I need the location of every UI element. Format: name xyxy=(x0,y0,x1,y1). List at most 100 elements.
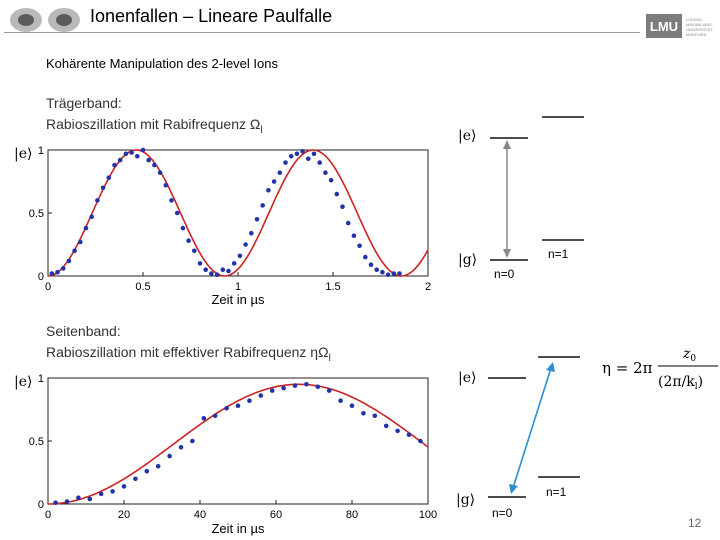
top-heading-1: Trägerband: xyxy=(46,95,122,111)
top-data-point xyxy=(317,160,323,165)
top-data-point xyxy=(95,198,100,203)
top-data-point xyxy=(180,225,186,231)
top-data-point xyxy=(174,210,180,216)
header-divider xyxy=(4,32,640,33)
bottom-data-point xyxy=(315,384,321,390)
bottom-data-point xyxy=(258,393,264,398)
bottom-xtick-label: 100 xyxy=(419,509,437,521)
sideband-arrowhead-up xyxy=(546,362,555,372)
top-data-point xyxy=(243,242,248,247)
bottom-fit-curve xyxy=(48,383,429,505)
top-data-point xyxy=(106,175,112,180)
top-data-point xyxy=(249,230,254,236)
top-data-point xyxy=(112,162,117,168)
bottom-e-label: |e⟩ xyxy=(458,370,476,386)
top-data-point xyxy=(363,254,368,260)
top-data-point xyxy=(186,238,191,243)
top-data-point xyxy=(260,203,266,208)
top-data-point xyxy=(357,243,362,249)
eta-formula: η = 2π z0 (2π/kl) xyxy=(602,346,718,392)
top-data-point xyxy=(197,261,203,266)
top-xtick-label: 1 xyxy=(235,281,241,293)
top-xlabel: Zeit in µs xyxy=(211,292,265,307)
bottom-plot-frame xyxy=(47,377,429,505)
top-fit-curve xyxy=(47,149,429,277)
bottom-data-point xyxy=(383,423,389,429)
bottom-data-point xyxy=(338,398,343,404)
top-data-point xyxy=(146,157,151,163)
bottom-data-point xyxy=(361,411,366,416)
bottom-data-point xyxy=(155,463,161,469)
slide-title: Ionenfallen – Lineare Paulfalle xyxy=(90,6,333,26)
formula-lhs: η = 2π xyxy=(602,359,653,377)
top-data-point xyxy=(152,162,157,168)
top-data-point xyxy=(140,147,146,153)
top-data-point xyxy=(163,183,169,188)
lmu-logo: LMU xyxy=(646,14,682,38)
top-data-point xyxy=(368,262,374,268)
top-data-point xyxy=(277,170,283,175)
bottom-data-point xyxy=(87,496,93,502)
top-data-point xyxy=(385,272,391,278)
bottom-g-label: |g⟩ xyxy=(456,492,475,508)
atom-icon-left xyxy=(10,8,42,32)
top-n1-label: n=1 xyxy=(548,247,569,261)
top-data-point xyxy=(380,269,385,275)
bottom-data-point xyxy=(98,491,104,497)
top-xtick-label: 2 xyxy=(425,281,431,293)
bottom-data-point xyxy=(372,413,378,419)
formula-denominator: (2π/kl) xyxy=(658,374,703,392)
carrier-arrowhead-up xyxy=(503,140,511,149)
top-data-point xyxy=(214,272,220,278)
top-data-point xyxy=(237,253,243,259)
top-xtick-label: 0.5 xyxy=(135,281,150,293)
top-data-point xyxy=(231,261,237,266)
bottom-n0-label: n=0 xyxy=(492,506,513,520)
top-data-point xyxy=(169,198,174,203)
top-data-point xyxy=(226,268,231,274)
top-data-point xyxy=(340,204,345,209)
top-data-point xyxy=(351,233,357,238)
top-data-point xyxy=(209,271,214,276)
top-data-point xyxy=(129,150,134,155)
top-data-point xyxy=(311,151,317,157)
top-data-point xyxy=(391,271,397,276)
top-data-point xyxy=(294,151,300,157)
top-data-point xyxy=(100,185,106,191)
page-number: 12 xyxy=(688,516,702,530)
top-data-points xyxy=(49,147,402,278)
bottom-ytick-label: 0 xyxy=(38,499,44,511)
top-data-point xyxy=(157,170,163,175)
bottom-data-point xyxy=(349,403,355,409)
top-level-diagram: |e⟩ |g⟩ n=0 n=1 xyxy=(458,116,584,281)
bottom-data-point xyxy=(235,403,241,409)
atom-logos xyxy=(6,5,84,35)
bottom-xtick-label: 60 xyxy=(270,509,282,521)
top-data-point xyxy=(345,220,351,226)
top-data-point xyxy=(117,157,123,163)
bottom-data-point xyxy=(224,405,229,411)
bottom-data-point xyxy=(292,383,298,388)
top-data-point xyxy=(78,239,83,245)
top-data-point xyxy=(306,156,311,162)
bottom-data-point xyxy=(326,388,332,393)
top-data-point xyxy=(374,267,380,273)
top-data-point xyxy=(135,154,140,159)
top-ytick-label: 0 xyxy=(38,271,44,283)
bottom-data-point xyxy=(212,413,218,419)
bottom-data-point xyxy=(144,468,150,474)
bottom-data-point xyxy=(76,495,81,501)
bottom-plot: |e⟩ 0 20 40 60 80 100 0 0.5 1 Zeit in µs xyxy=(14,373,437,536)
bottom-ytick-label: 0.5 xyxy=(29,436,44,448)
atom-icon-right xyxy=(48,8,80,32)
top-data-point xyxy=(60,266,66,271)
top-ylabel: |e⟩ xyxy=(14,146,32,162)
bottom-data-point xyxy=(53,500,58,506)
bottom-xtick-label: 20 xyxy=(118,509,130,521)
top-ytick-label: 1 xyxy=(38,145,44,157)
bottom-data-point xyxy=(406,432,412,438)
bottom-xtick-label: 80 xyxy=(346,509,358,521)
top-plot-frame xyxy=(47,149,429,277)
top-data-point xyxy=(220,267,226,273)
